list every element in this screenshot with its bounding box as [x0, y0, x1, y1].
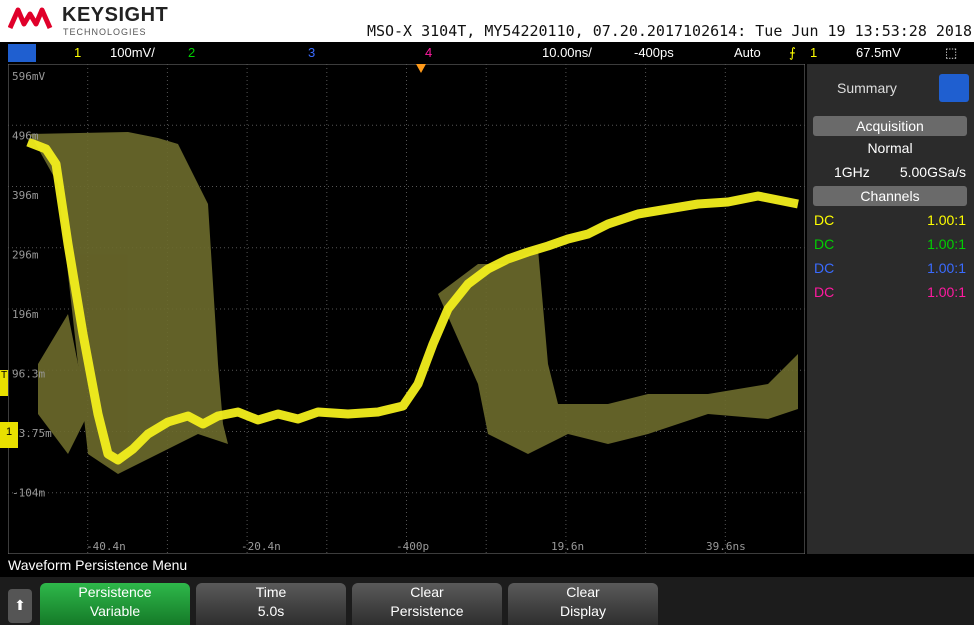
x-label: 39.6ns: [706, 540, 746, 553]
y-label: 396m: [12, 189, 39, 202]
delay[interactable]: -400ps: [634, 45, 674, 60]
y-label: 496m: [12, 130, 39, 143]
x-label: 19.6n: [551, 540, 584, 553]
channel-row: DC 1.00:1: [814, 282, 966, 302]
probe-ratio: 1.00:1: [927, 234, 966, 254]
logo: [8, 6, 58, 34]
trigger-mode[interactable]: Auto: [734, 45, 761, 60]
summary-tab[interactable]: Summary: [807, 74, 935, 102]
x-label: -40.4n: [86, 540, 126, 553]
x-label: -20.4n: [241, 540, 281, 553]
softkey-label: Clear: [508, 583, 658, 602]
ch4[interactable]: 4: [425, 45, 432, 60]
softkey-label: Persistence: [40, 583, 190, 602]
menu-title: Waveform Persistence Menu: [8, 557, 187, 573]
menu-button[interactable]: [8, 44, 36, 62]
timebase[interactable]: 10.00ns/: [542, 45, 592, 60]
bandwidth: 1GHz: [814, 164, 870, 180]
coupling: DC: [814, 260, 834, 276]
waveform-display: 596mV 496m 396m 296m 196m 96.3m -3.75m -104m -4…: [8, 64, 805, 554]
y-label: 596mV: [12, 70, 45, 83]
screen: {"header": {"brand": "KEYSIGHT", "sub": …: [0, 0, 974, 625]
up-button[interactable]: ⬆: [8, 589, 32, 623]
softkey-value: Variable: [40, 602, 190, 621]
y-label: 96.3m: [12, 368, 45, 381]
trigger-marker: T: [0, 370, 8, 396]
probe-ratio: 1.00:1: [927, 258, 966, 278]
y-label: -104m: [12, 487, 45, 500]
channel-row: DC 1.00:1: [814, 258, 966, 278]
softkey-label: Clear: [352, 583, 502, 602]
coupling: DC: [814, 212, 834, 228]
channel-row: DC 1.00:1: [814, 210, 966, 230]
ch3[interactable]: 3: [308, 45, 315, 60]
y-label: -3.75m: [12, 427, 52, 440]
ch1[interactable]: 1: [74, 45, 81, 60]
y-label: 296m: [12, 249, 39, 262]
side-panel: Summary Acquisition Normal 1GHz 5.00GSa/s…: [807, 64, 974, 554]
softkey-value: Display: [508, 602, 658, 621]
softkey-value: Persistence: [352, 602, 502, 621]
ch2[interactable]: 2: [188, 45, 195, 60]
softkey-label: Time: [196, 583, 346, 602]
probe-ratio: 1.00:1: [927, 282, 966, 302]
y-label: 196m: [12, 308, 39, 321]
channel-row: DC 1.00:1: [814, 234, 966, 254]
toolbar: 1 100mV/ 2 3 4 10.00ns/ -400ps Auto ⨍ 1 …: [0, 42, 974, 64]
header: KEYSIGHT TECHNOLOGIES MSO-X 3104T, MY542…: [0, 0, 974, 42]
instrument-info: MSO-X 3104T, MY54220110, 07.20.201710261…: [367, 22, 972, 40]
ground-marker: 1: [0, 422, 18, 448]
trigger-level[interactable]: 67.5mV: [856, 45, 901, 60]
section-header: Channels: [813, 186, 967, 206]
ch1-scale[interactable]: 100mV/: [110, 45, 155, 60]
coupling: DC: [814, 284, 834, 300]
panel-icon[interactable]: [939, 74, 969, 102]
probe-ratio: 1.00:1: [927, 210, 966, 230]
section-header: Acquisition: [813, 116, 967, 136]
softkey-value: 5.0s: [196, 602, 346, 621]
brand-sub: TECHNOLOGIES: [63, 27, 147, 37]
sample-rate: 5.00GSa/s: [900, 162, 966, 182]
trigger-source[interactable]: 1: [810, 45, 817, 60]
coupling: DC: [814, 236, 834, 252]
brand: KEYSIGHT: [62, 4, 168, 27]
acq-mode: Normal: [814, 138, 966, 158]
x-label: -400p: [396, 540, 429, 553]
